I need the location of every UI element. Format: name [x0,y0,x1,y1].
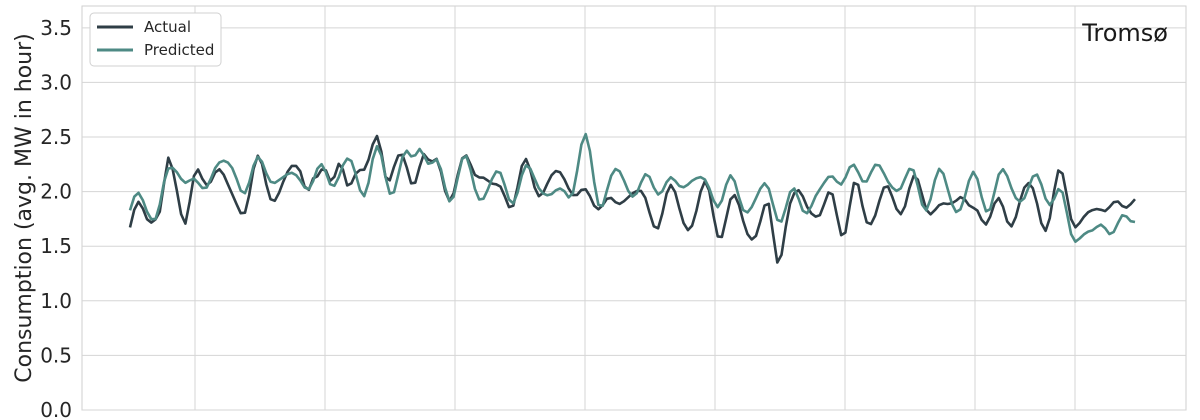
legend-label-predicted: Predicted [144,41,214,59]
y-tick-label: 0.5 [40,343,72,367]
series-line-actual [128,134,1136,264]
y-tick-label: 1.5 [40,234,72,258]
chart-title: Tromsø [1081,19,1168,47]
y-tick-label: 3.0 [40,70,72,94]
y-tick-label: 2.0 [40,180,72,204]
legend: Actual Predicted [89,12,222,67]
plot-area [81,5,1187,411]
y-tick-label: 1.0 [40,289,72,313]
y-tick-label: 0.0 [40,398,72,420]
legend-label-actual: Actual [144,18,191,36]
y-tick-labels: 0.0 0.5 1.0 1.5 2.0 2.5 3.0 3.5 [40,16,72,420]
y-axis-label: Consumption (avg. MW in hour) [12,33,37,383]
y-tick-label: 3.5 [40,16,72,40]
series-line-predicted [128,132,1136,243]
y-tick-label: 2.5 [40,125,72,149]
series-lines [128,132,1136,264]
